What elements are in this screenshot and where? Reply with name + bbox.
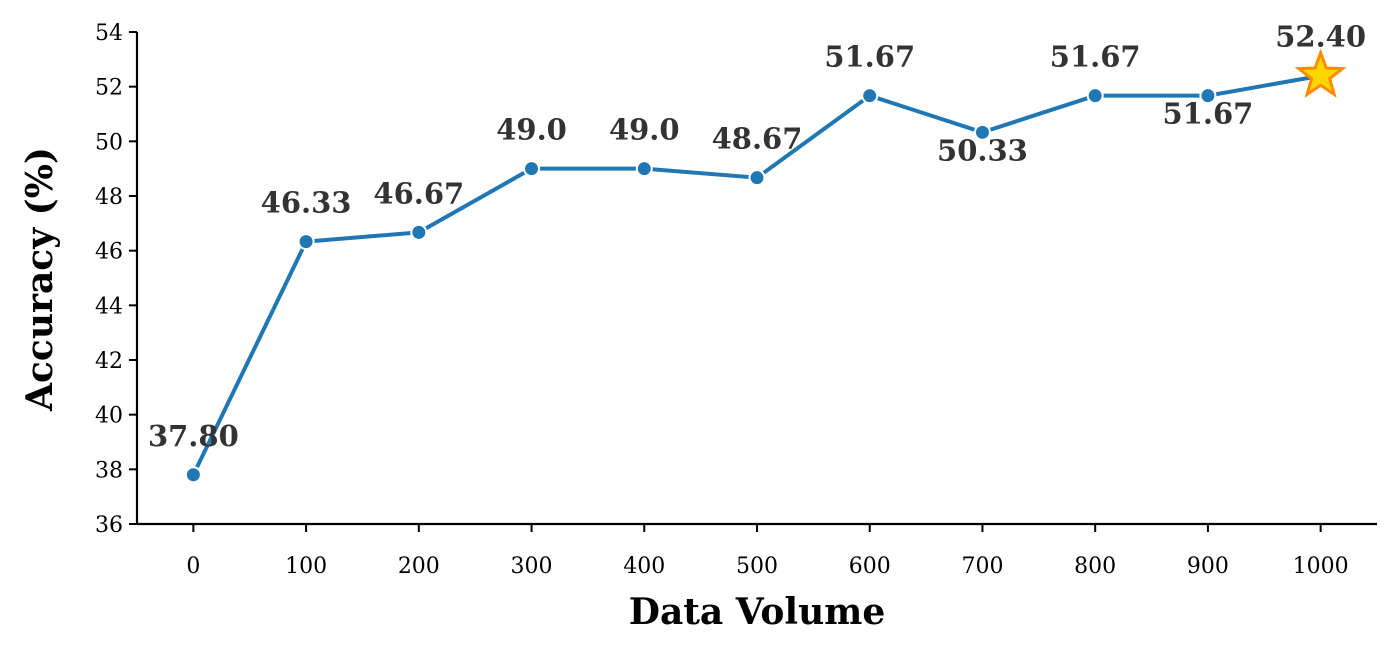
x-tick-label: 400 xyxy=(623,554,665,579)
data-label: 51.67 xyxy=(1050,40,1141,74)
y-axis-ticks: 36 38 40 42 44 46 48 50 52 54 xyxy=(95,21,137,538)
y-axis-title: Accuracy (%) xyxy=(19,147,61,412)
data-label: 50.33 xyxy=(937,133,1028,167)
data-label: 46.67 xyxy=(373,176,464,210)
x-tick-label: 800 xyxy=(1074,554,1116,579)
x-tick-label: 200 xyxy=(398,554,440,579)
data-label: 49.0 xyxy=(609,113,680,147)
y-tick-label: 50 xyxy=(95,130,123,155)
x-axis-title: Data Volume xyxy=(629,591,886,633)
data-label: 48.67 xyxy=(712,122,803,156)
data-point xyxy=(861,87,879,105)
x-tick-label: 900 xyxy=(1187,554,1229,579)
data-label: 51.67 xyxy=(824,40,915,74)
data-point xyxy=(1199,87,1217,105)
data-point xyxy=(973,123,991,141)
y-tick-label: 46 xyxy=(95,240,123,265)
data-point xyxy=(523,160,541,178)
x-axis-ticks: 0 100 200 300 400 500 600 700 800 900 1000 xyxy=(186,524,1349,579)
x-tick-label: 700 xyxy=(961,554,1003,579)
data-point xyxy=(748,169,766,187)
x-tick-label: 1000 xyxy=(1293,554,1349,579)
data-points xyxy=(184,48,1347,484)
y-tick-label: 42 xyxy=(95,349,123,374)
data-point xyxy=(297,233,315,251)
data-label: 46.33 xyxy=(261,186,352,220)
x-tick-label: 100 xyxy=(285,554,327,579)
y-tick-label: 52 xyxy=(95,76,123,101)
y-tick-label: 48 xyxy=(95,185,123,210)
data-point xyxy=(184,466,202,484)
x-tick-label: 600 xyxy=(849,554,891,579)
data-point xyxy=(635,160,653,178)
data-label: 52.40 xyxy=(1275,20,1366,54)
y-tick-label: 54 xyxy=(95,21,123,46)
x-tick-label: 300 xyxy=(511,554,553,579)
data-point xyxy=(410,223,428,241)
data-point xyxy=(1086,87,1104,105)
data-labels: 37.80 46.33 46.67 49.0 49.0 48.67 51.67 50.33 51… xyxy=(148,20,1366,453)
y-tick-label: 38 xyxy=(95,458,123,483)
y-tick-label: 44 xyxy=(95,294,123,319)
y-tick-label: 36 xyxy=(95,513,123,538)
data-label: 37.80 xyxy=(148,419,239,453)
y-tick-label: 40 xyxy=(95,404,123,429)
x-tick-label: 500 xyxy=(736,554,778,579)
x-tick-label: 0 xyxy=(186,554,200,579)
best-point-star xyxy=(1294,48,1347,98)
data-label: 51.67 xyxy=(1163,97,1254,131)
data-label: 49.0 xyxy=(496,113,567,147)
